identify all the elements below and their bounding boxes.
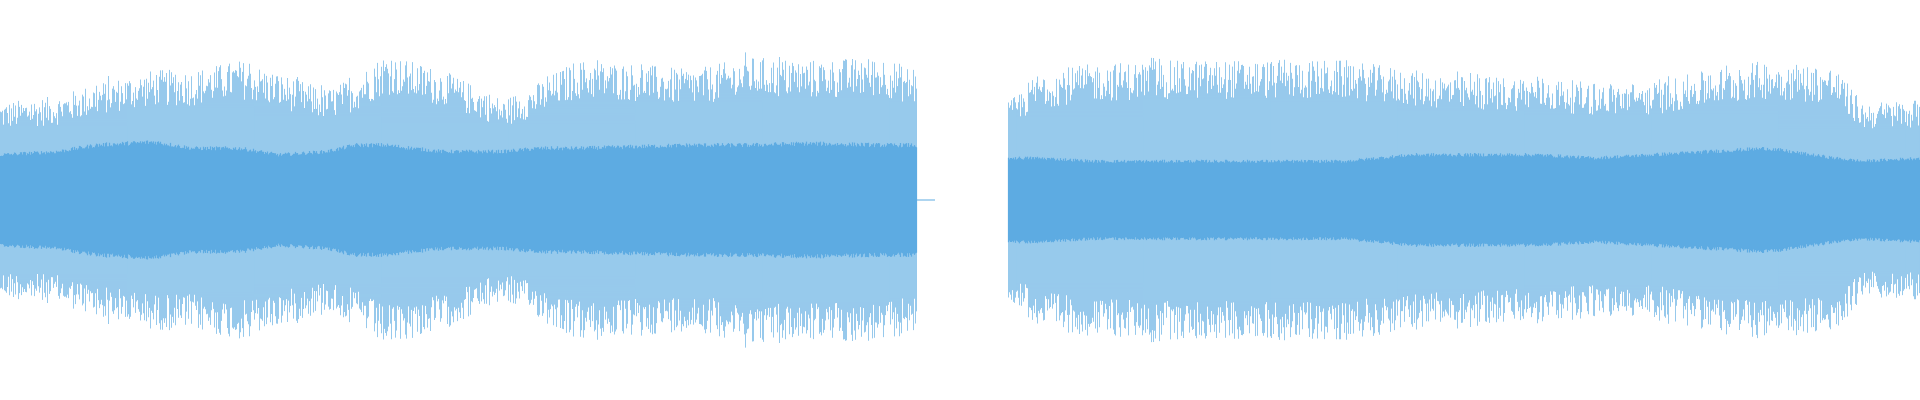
waveform-core xyxy=(1007,147,1920,253)
waveform-segment-2 xyxy=(1007,57,1920,343)
waveform-segment-1 xyxy=(0,52,918,348)
waveform-core xyxy=(0,140,918,260)
